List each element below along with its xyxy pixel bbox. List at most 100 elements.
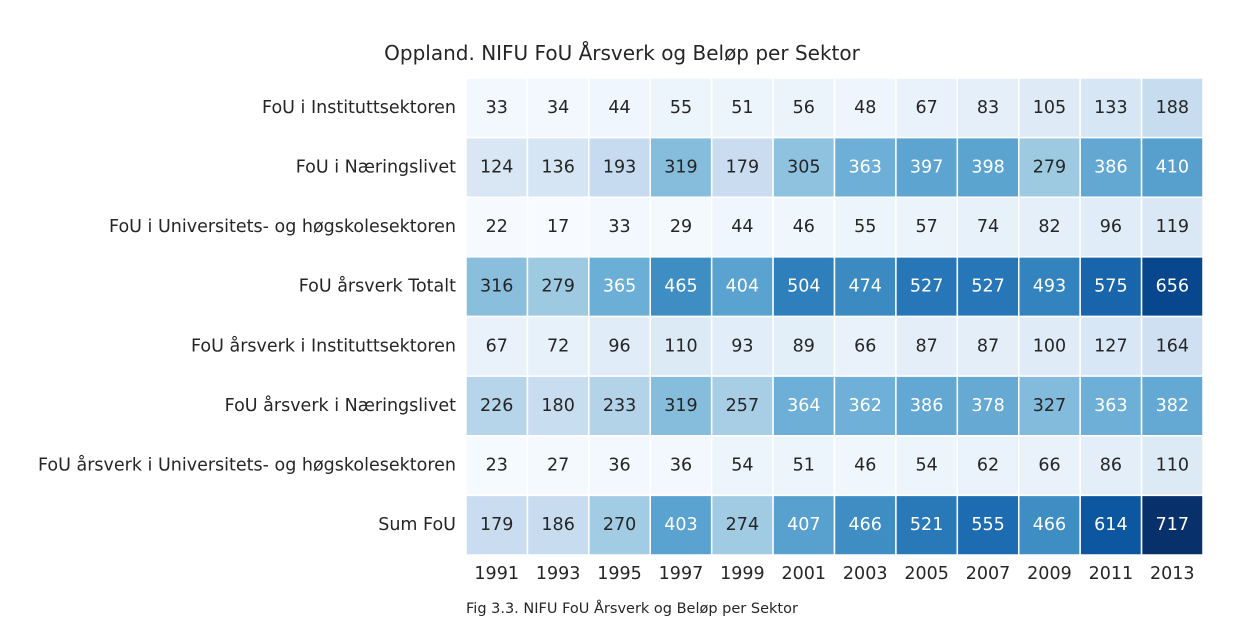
cell-value-label: 17 [547, 217, 569, 237]
cell-value-label: 34 [547, 98, 569, 118]
x-tick-label: 1991 [474, 564, 519, 584]
cell-value-label: 124 [480, 157, 513, 177]
heatmap-cell [772, 136, 836, 198]
cell-value-label: 54 [731, 456, 753, 476]
heatmap-cell [895, 494, 959, 556]
cell-value-label: 87 [915, 336, 937, 356]
cell-value-label: 378 [971, 396, 1004, 416]
heatmap-cell [1018, 375, 1081, 437]
cell-value-label: 410 [1156, 157, 1189, 177]
cell-value-label: 493 [1033, 277, 1066, 297]
cell-value-label: 96 [608, 336, 630, 356]
row-label: FoU i Instituttsektoren [262, 98, 456, 118]
heatmap-cell [1140, 77, 1204, 139]
heatmap-cell [895, 375, 959, 437]
cell-value-label: 527 [910, 277, 943, 297]
cell-value-label: 504 [787, 277, 820, 297]
cell-value-label: 717 [1156, 515, 1189, 535]
cell-value-label: 33 [486, 98, 508, 118]
cell-value-label: 319 [664, 396, 697, 416]
cell-value-label: 555 [971, 515, 1004, 535]
cell-value-label: 36 [670, 456, 692, 476]
cell-value-label: 316 [480, 277, 513, 297]
cell-value-label: 51 [731, 98, 753, 118]
cell-value-label: 133 [1094, 98, 1127, 118]
heatmap-cell [956, 375, 1020, 437]
x-tick-label: 2001 [782, 564, 827, 584]
heatmap-cell [710, 196, 774, 258]
cell-value-label: 82 [1038, 217, 1060, 237]
heatmap-cell [465, 77, 529, 139]
cell-value-label: 74 [977, 217, 999, 237]
cell-value-label: 56 [793, 98, 815, 118]
cell-value-label: 27 [547, 456, 569, 476]
cell-value-label: 407 [787, 515, 820, 535]
x-tick-label: 2005 [904, 564, 949, 584]
cell-value-label: 119 [1156, 217, 1189, 237]
cell-value-label: 274 [726, 515, 759, 535]
cell-value-label: 363 [849, 157, 882, 177]
cell-value-label: 96 [1100, 217, 1122, 237]
heatmap-cell [1018, 494, 1081, 556]
heatmap-cell [956, 435, 1020, 497]
heatmap-cell [833, 196, 897, 258]
cell-value-label: 403 [664, 515, 697, 535]
cell-value-label: 22 [486, 217, 508, 237]
heatmap-cell [772, 77, 836, 139]
heatmap-cell [710, 315, 774, 377]
cell-value-label: 164 [1156, 336, 1189, 356]
heatmap-cell [1140, 435, 1204, 497]
x-tick-label: 2013 [1150, 564, 1195, 584]
cell-value-label: 364 [787, 396, 820, 416]
cell-value-label: 127 [1094, 336, 1127, 356]
cell-value-label: 188 [1156, 98, 1189, 118]
row-label: FoU årsverk i Universitets- og høgskoles… [38, 455, 456, 476]
row-label: FoU årsverk i Instituttsektoren [191, 335, 456, 356]
cell-value-label: 365 [603, 277, 636, 297]
cell-value-label: 270 [603, 515, 636, 535]
heatmap-cell [588, 494, 651, 556]
heatmap-cell [649, 136, 713, 198]
column-labels: 1991 1993 1995 1997 1999 2001 2003 2005 2007 2009… [474, 564, 1194, 584]
x-tick-label: 2003 [843, 564, 888, 584]
heatmap-cell [1140, 196, 1204, 258]
heatmap-cell [588, 435, 651, 497]
cell-value-label: 404 [726, 277, 759, 297]
heatmap-cells: 33 34 44 55 51 56 48 67 83 105 133 188 124 136 193 319 1… [465, 77, 1204, 556]
cell-value-label: 29 [670, 217, 692, 237]
cell-value-label: 521 [910, 515, 943, 535]
heatmap-cell [588, 196, 651, 258]
heatmap-cell [710, 435, 774, 497]
cell-value-label: 110 [664, 336, 697, 356]
heatmap-cell [526, 136, 590, 198]
cell-value-label: 67 [486, 336, 508, 356]
x-tick-label: 1997 [659, 564, 704, 584]
heatmap-cell [1018, 435, 1081, 497]
cell-value-label: 136 [541, 157, 574, 177]
heatmap-cell [1079, 315, 1143, 377]
x-tick-label: 1993 [536, 564, 581, 584]
cell-value-label: 46 [793, 217, 815, 237]
heatmap-cell [1018, 77, 1081, 139]
cell-value-label: 257 [726, 396, 759, 416]
row-label: Sum FoU [378, 515, 456, 535]
heatmap-cell [526, 494, 590, 556]
heatmap-cell [465, 494, 529, 556]
cell-value-label: 46 [854, 456, 876, 476]
cell-value-label: 186 [541, 515, 574, 535]
x-tick-label: 2007 [966, 564, 1011, 584]
heatmap-cell [465, 256, 529, 318]
heatmap-cell [1140, 375, 1204, 437]
cell-value-label: 62 [977, 456, 999, 476]
cell-value-label: 36 [608, 456, 630, 476]
cell-value-label: 33 [608, 217, 630, 237]
x-tick-label: 2009 [1027, 564, 1072, 584]
cell-value-label: 86 [1100, 456, 1122, 476]
cell-value-label: 51 [793, 456, 815, 476]
heatmap-cell [1018, 136, 1081, 198]
cell-value-label: 474 [849, 277, 882, 297]
cell-value-label: 386 [1094, 157, 1127, 177]
heatmap-cell [649, 435, 713, 497]
heatmap-cell [710, 494, 774, 556]
heatmap-cell [465, 315, 529, 377]
